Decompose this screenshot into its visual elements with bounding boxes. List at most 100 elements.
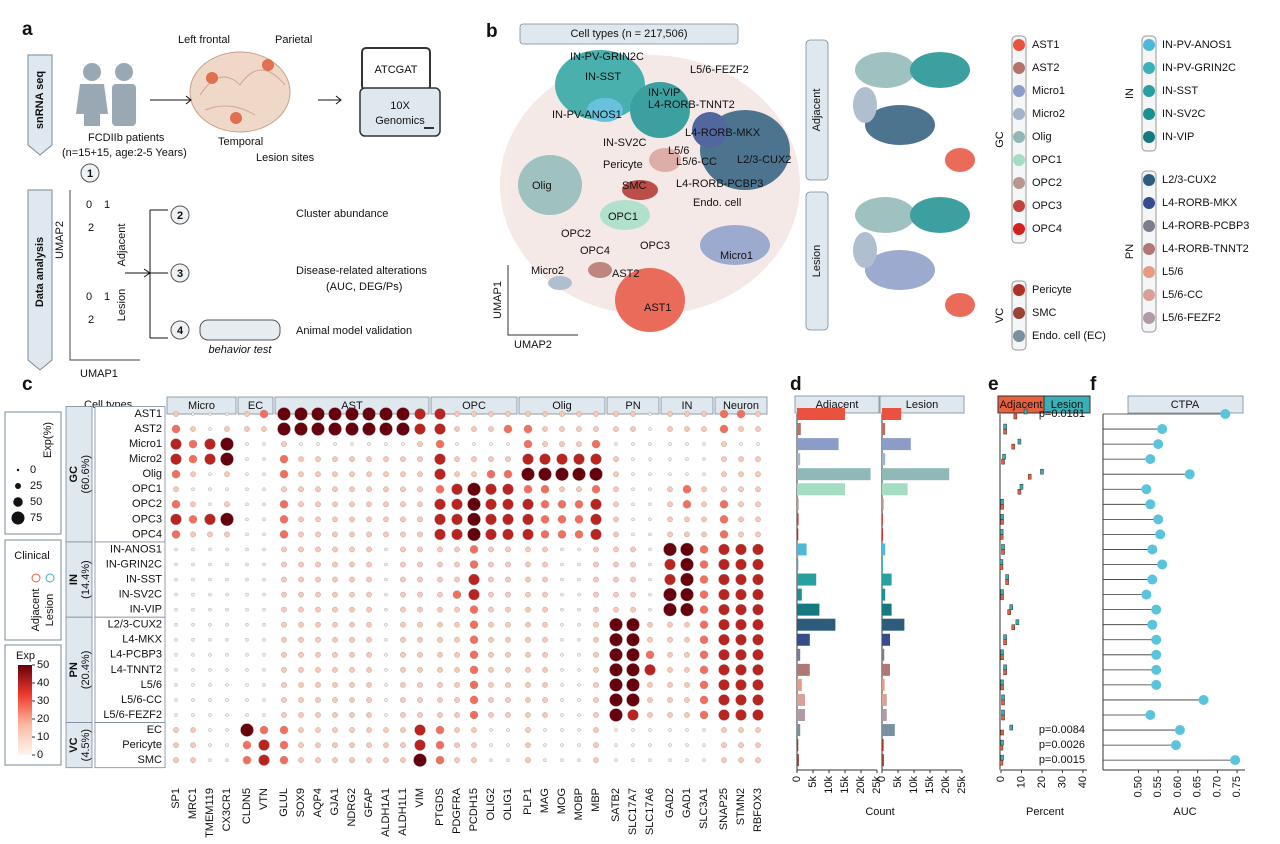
median-mark	[999, 759, 1004, 766]
row-label: IN-SV2C	[119, 589, 162, 601]
dot	[454, 561, 460, 568]
gene-label: RBFOX3	[752, 788, 764, 832]
dot	[455, 442, 459, 446]
dot	[752, 694, 764, 706]
legend-text: SMC	[1032, 307, 1057, 319]
cluster-label: AST1	[644, 302, 672, 314]
bar	[797, 543, 807, 556]
dot	[311, 422, 325, 436]
colorbar-label: 20	[37, 713, 49, 725]
dot	[540, 485, 550, 494]
dot	[755, 426, 761, 432]
dot	[525, 682, 531, 688]
facet-label: Lesion	[1051, 399, 1083, 411]
dot	[472, 442, 476, 446]
dot	[573, 453, 585, 465]
dot	[400, 576, 406, 583]
dot	[485, 498, 497, 510]
dot	[262, 457, 266, 461]
dot	[469, 695, 479, 705]
row-label: EC	[147, 724, 162, 736]
dot	[298, 561, 304, 568]
legend-text: Endo. cell (EC)	[1032, 330, 1106, 342]
dot	[648, 592, 652, 597]
dot	[525, 561, 531, 568]
dot	[332, 516, 338, 523]
dot	[540, 500, 550, 509]
dot	[613, 591, 619, 598]
gene-label: NDRG2	[346, 788, 358, 827]
dot	[667, 516, 673, 523]
legend-swatch	[1143, 197, 1155, 209]
dot	[721, 456, 727, 462]
dot	[204, 453, 216, 465]
dot	[262, 502, 266, 507]
dot	[718, 679, 730, 691]
dot	[366, 742, 372, 748]
dot	[188, 454, 198, 464]
dot	[349, 486, 355, 493]
x-tick-label: 0.65	[1192, 776, 1204, 797]
dot	[437, 576, 443, 583]
facet-label: Lesion	[116, 289, 128, 321]
dot	[525, 546, 531, 553]
axis-title: AUC	[1173, 806, 1196, 818]
dot	[366, 712, 372, 718]
dot	[366, 576, 372, 583]
dot	[542, 426, 548, 432]
bar	[882, 618, 905, 631]
dot	[699, 605, 709, 614]
median-mark	[1017, 489, 1022, 495]
dot	[277, 407, 291, 421]
dot	[467, 512, 481, 527]
size-key	[11, 511, 25, 525]
dot	[174, 607, 178, 612]
dot	[437, 561, 443, 568]
dot	[755, 516, 761, 523]
dot	[279, 515, 289, 524]
p-value: p=0.0084	[1039, 724, 1085, 736]
median-mark	[1000, 754, 1004, 761]
median-mark	[999, 559, 1004, 565]
row-label: OPC3	[132, 513, 162, 525]
x-tick-label: 15k	[924, 776, 936, 794]
bar	[797, 528, 799, 541]
dot	[488, 411, 494, 417]
dot	[413, 753, 427, 767]
dot	[366, 606, 372, 613]
dot	[281, 441, 287, 447]
dot	[721, 471, 727, 478]
dot	[245, 472, 249, 476]
dot	[281, 682, 287, 688]
dot	[668, 457, 672, 461]
title-box	[519, 23, 739, 45]
legend-text: L2/3-CUX2	[1162, 174, 1216, 186]
dot	[469, 650, 479, 660]
dot	[328, 422, 342, 436]
dot	[577, 683, 581, 687]
dot	[626, 693, 640, 707]
row-label: L5/6-CC	[121, 694, 162, 706]
dot	[332, 667, 338, 673]
dot	[384, 562, 388, 567]
legend-swatch	[1013, 85, 1025, 97]
panel-label: c	[22, 374, 33, 395]
dot	[245, 607, 249, 612]
dot	[208, 758, 212, 762]
dot	[245, 487, 249, 492]
dot	[577, 668, 581, 672]
row-name-box	[94, 616, 166, 723]
dot	[417, 576, 423, 583]
dot	[245, 517, 249, 522]
dot	[435, 725, 445, 735]
dot	[488, 621, 494, 628]
p-value: p=0.0026	[1039, 739, 1085, 751]
dot	[315, 501, 321, 508]
dot	[685, 442, 689, 446]
dot	[685, 728, 689, 732]
dot	[208, 412, 212, 416]
legend-text: 75	[30, 512, 42, 524]
legend-swatch	[1013, 307, 1025, 319]
dot	[525, 591, 531, 598]
cluster-label: L2/3-CUX2	[737, 154, 791, 166]
